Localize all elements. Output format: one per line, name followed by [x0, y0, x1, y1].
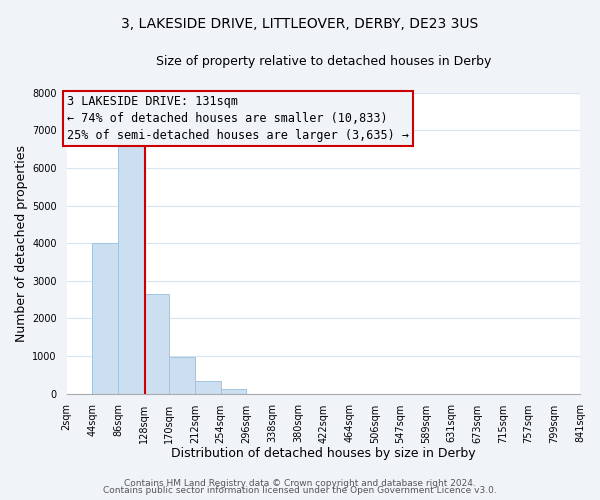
Bar [221, 389, 247, 394]
Text: 3 LAKESIDE DRIVE: 131sqm
← 74% of detached houses are smaller (10,833)
25% of se: 3 LAKESIDE DRIVE: 131sqm ← 74% of detach… [67, 94, 409, 142]
Y-axis label: Number of detached properties: Number of detached properties [15, 144, 28, 342]
Text: Contains public sector information licensed under the Open Government Licence v3: Contains public sector information licen… [103, 486, 497, 495]
Bar [169, 357, 195, 394]
Text: Contains HM Land Registry data © Crown copyright and database right 2024.: Contains HM Land Registry data © Crown c… [124, 478, 476, 488]
Text: 3, LAKESIDE DRIVE, LITTLEOVER, DERBY, DE23 3US: 3, LAKESIDE DRIVE, LITTLEOVER, DERBY, DE… [121, 18, 479, 32]
X-axis label: Distribution of detached houses by size in Derby: Distribution of detached houses by size … [171, 447, 476, 460]
Bar [195, 381, 221, 394]
Bar [92, 243, 118, 394]
Bar [143, 294, 169, 394]
Bar [118, 146, 143, 394]
Title: Size of property relative to detached houses in Derby: Size of property relative to detached ho… [155, 55, 491, 68]
